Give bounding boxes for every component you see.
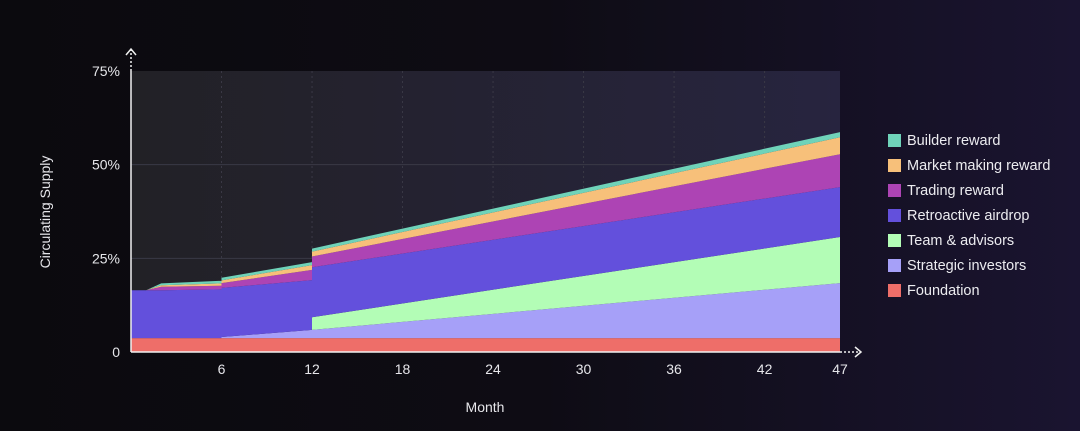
legend: Builder reward Market making reward Tradin… [888,128,1050,303]
y-tick-label: 0 [112,344,120,360]
area-foundation [131,338,840,352]
legend-swatch [888,184,901,197]
x-tick-label: 30 [576,361,592,377]
x-tick-label: 42 [757,361,773,377]
legend-label: Retroactive airdrop [907,207,1030,224]
x-axis-label: Month [466,399,505,415]
area-builder-reward [131,132,840,291]
legend-swatch [888,284,901,297]
x-tick-label: 36 [666,361,682,377]
x-tick-label: 6 [218,361,226,377]
x-axis-arrow-icon [854,346,863,358]
legend-item: Builder reward [888,128,1050,153]
legend-label: Trading reward [907,182,1004,199]
x-tick-label: 47 [832,361,848,377]
legend-item: Strategic investors [888,253,1050,278]
legend-item: Market making reward [888,153,1050,178]
legend-label: Builder reward [907,132,1001,149]
x-tick-label: 12 [304,361,320,377]
y-axis-label: Circulating Supply [37,156,53,269]
y-axis-arrow-icon [125,47,137,56]
legend-label: Market making reward [907,157,1051,174]
legend-label: Foundation [907,282,980,299]
legend-swatch [888,259,901,272]
area-team-advisors [131,237,840,339]
legend-item: Trading reward [888,178,1050,203]
legend-label: Strategic investors [907,257,1027,274]
x-tick-label: 18 [395,361,411,377]
area-retroactive-airdrop [131,187,840,339]
y-tick-label: 75% [92,63,120,79]
legend-swatch [888,159,901,172]
legend-item: Team & advisors [888,228,1050,253]
area-strategic-investors [131,283,840,339]
legend-item: Foundation [888,278,1050,303]
legend-swatch [888,209,901,222]
legend-swatch [888,234,901,247]
y-tick-label: 50% [92,157,120,173]
legend-swatch [888,134,901,147]
legend-label: Team & advisors [907,232,1015,249]
x-tick-label: 24 [485,361,501,377]
legend-item: Retroactive airdrop [888,203,1050,228]
y-tick-label: 25% [92,250,120,266]
